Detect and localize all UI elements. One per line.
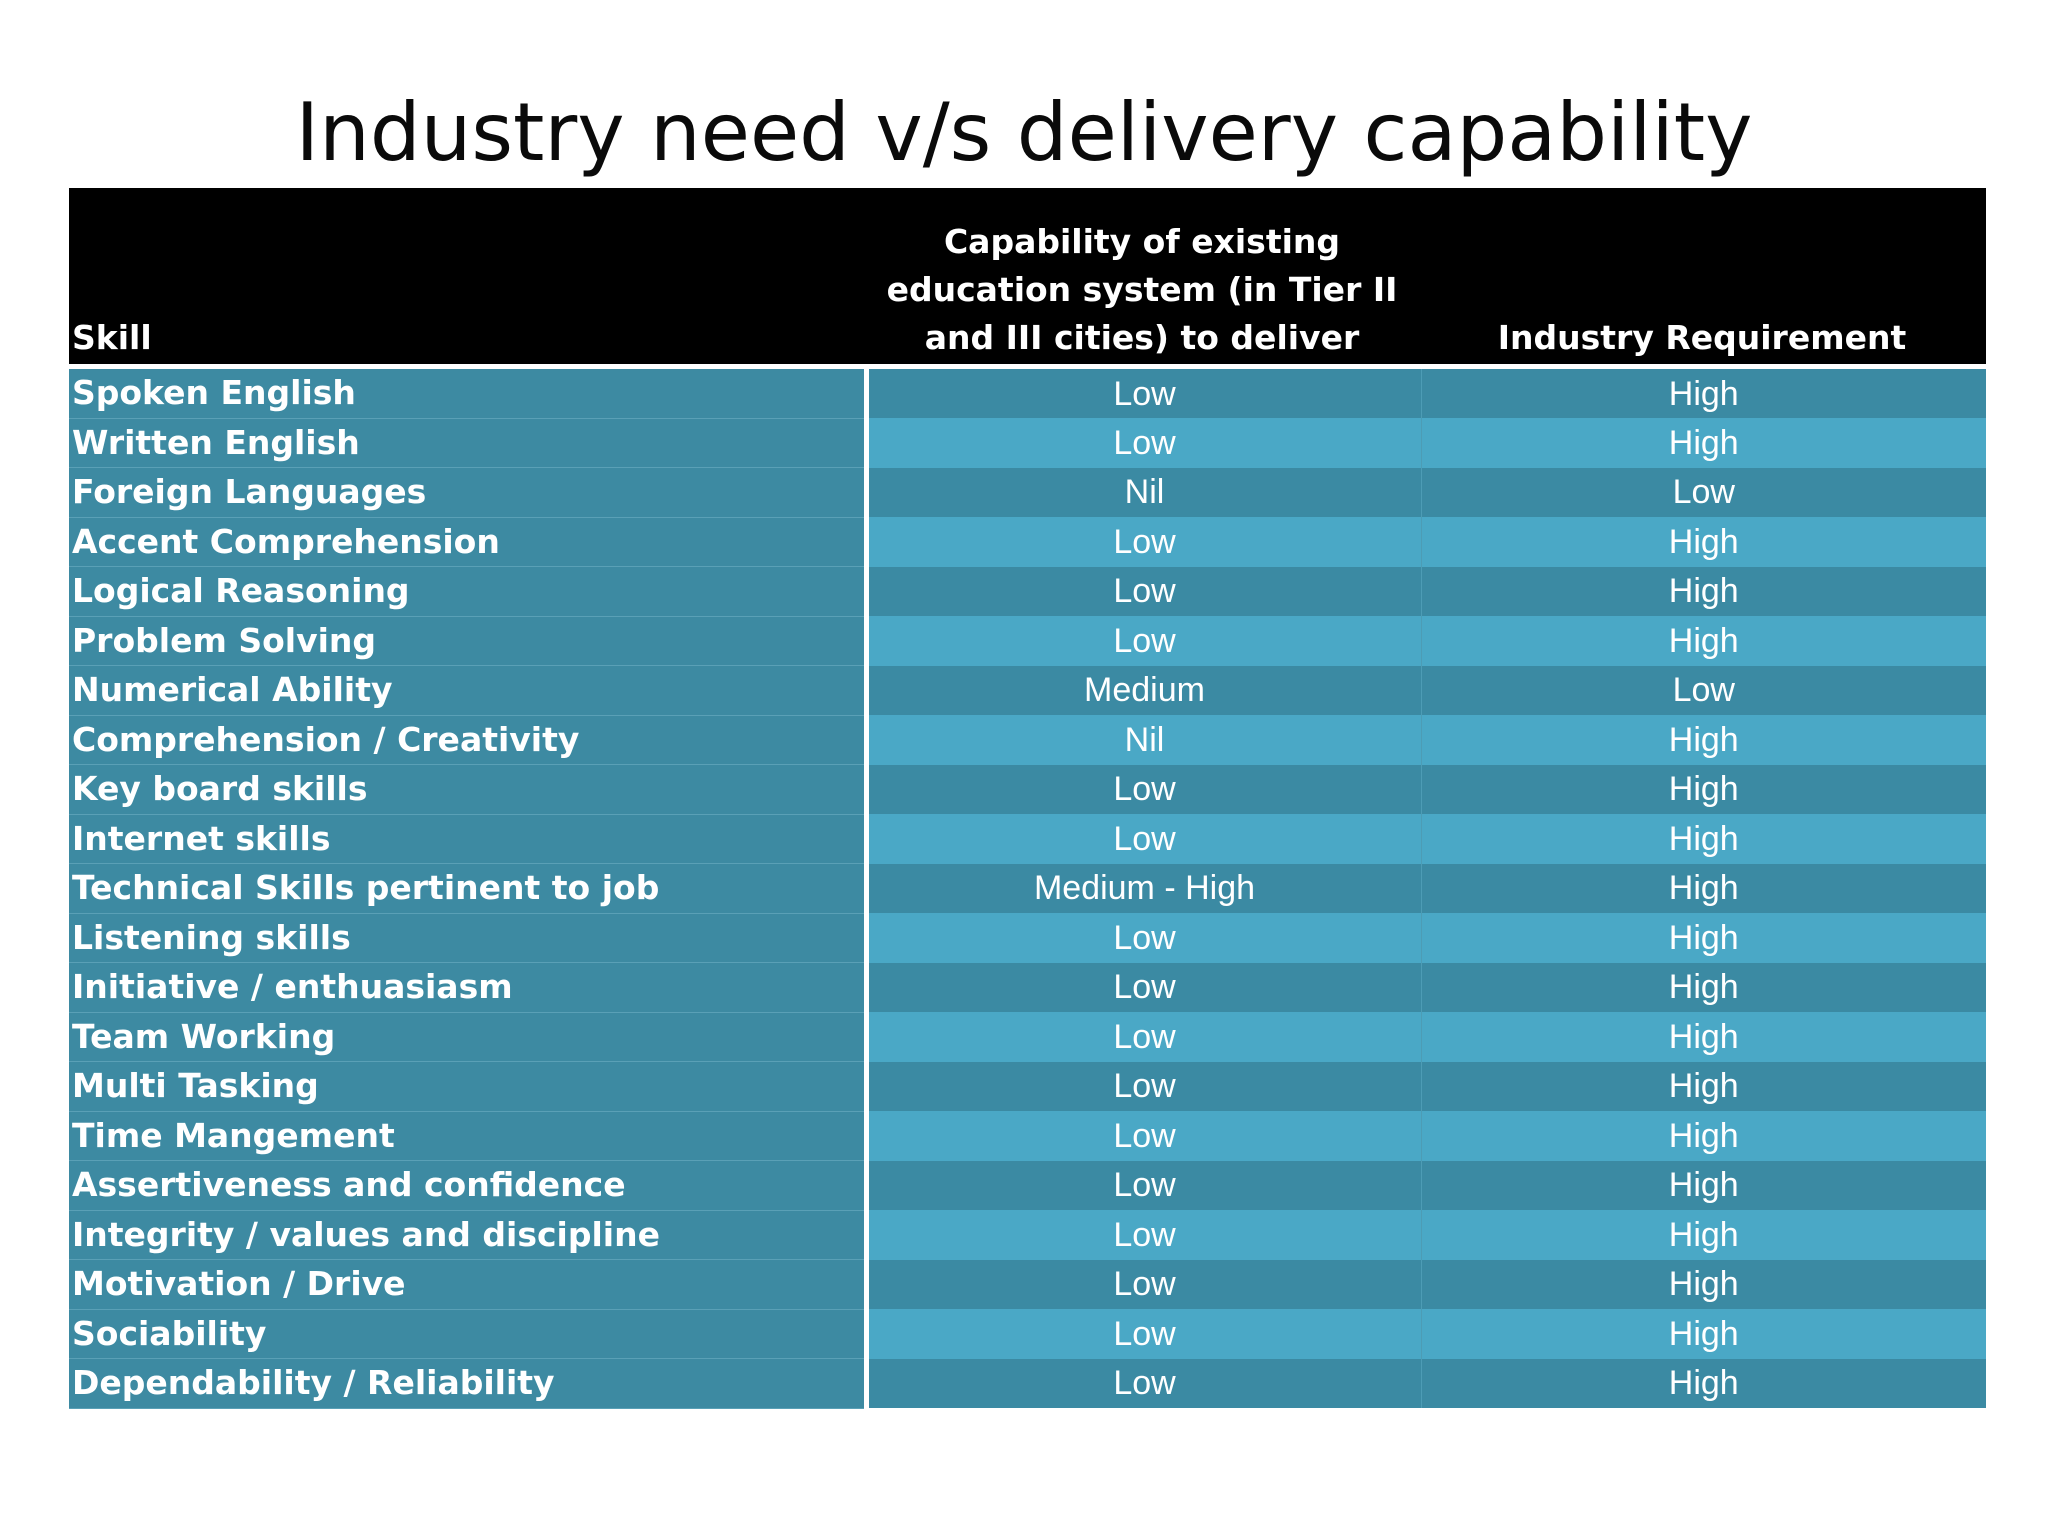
table-row: Comprehension / Creativity Nil High [69, 715, 1986, 765]
table-row: Foreign Languages Nil Low [69, 467, 1986, 518]
capability-cell: Low [866, 1309, 1422, 1359]
capability-cell: Low [866, 1160, 1422, 1210]
capability-cell: Medium [866, 665, 1422, 715]
capability-cell: Low [866, 517, 1422, 567]
requirement-cell: High [1421, 913, 1986, 963]
table-row: Written English Low High [69, 418, 1986, 468]
requirement-cell: High [1421, 1061, 1986, 1111]
requirement-cell: High [1421, 616, 1986, 666]
capability-cell: Low [866, 366, 1422, 418]
skill-cell: Internet skills [69, 814, 869, 864]
table-row: Initiative / enthuasiasm Low High [69, 962, 1986, 1013]
table-row: Motivation / Drive Low High [69, 1259, 1986, 1310]
skill-cell: Assertiveness and confidence [69, 1160, 869, 1211]
table-row: Multi Tasking Low High [69, 1061, 1986, 1112]
requirement-cell: High [1421, 1259, 1986, 1309]
requirement-cell: High [1421, 1012, 1986, 1062]
capability-cell: Low [866, 1061, 1422, 1111]
capability-cell: Low [866, 814, 1422, 864]
requirement-cell: Low [1421, 665, 1986, 715]
capability-cell: Low [866, 1358, 1422, 1408]
table-row: Key board skills Low High [69, 764, 1986, 815]
requirement-cell: High [1421, 1210, 1986, 1260]
requirement-cell: High [1421, 715, 1986, 765]
table-row: Dependability / Reliability Low High [69, 1358, 1986, 1409]
capability-cell: Low [866, 418, 1422, 468]
capability-cell: Low [866, 566, 1422, 616]
capability-cell: Low [866, 1259, 1422, 1309]
table-row: Technical Skills pertinent to job Medium … [69, 863, 1986, 914]
skill-cell: Logical Reasoning [69, 566, 869, 617]
capability-cell: Low [866, 962, 1422, 1012]
skill-cell: Multi Tasking [69, 1061, 869, 1112]
table-body: Spoken English Low High Written English Low H… [69, 366, 1986, 1409]
header-row: Skill Capability of existing education s… [69, 188, 1986, 369]
requirement-cell: High [1421, 517, 1986, 567]
capability-cell: Low [866, 764, 1422, 814]
capability-cell: Low [866, 616, 1422, 666]
capability-cell: Nil [866, 715, 1422, 765]
skill-cell: Technical Skills pertinent to job [69, 863, 869, 914]
table-header: Skill Capability of existing education s… [69, 188, 1986, 369]
capability-cell: Nil [866, 467, 1422, 517]
skill-cell: Problem Solving [69, 616, 869, 666]
table-row: Spoken English Low High [69, 366, 1986, 419]
requirement-cell: Low [1421, 467, 1986, 517]
table-row: Assertiveness and confidence Low High [69, 1160, 1986, 1211]
capability-cell: Low [866, 1111, 1422, 1161]
skill-cell: Foreign Languages [69, 467, 869, 518]
table-row: Sociability Low High [69, 1309, 1986, 1359]
requirement-cell: High [1421, 764, 1986, 814]
skills-table: Skill Capability of existing education s… [69, 188, 1986, 1409]
requirement-cell: High [1421, 962, 1986, 1012]
skill-cell: Motivation / Drive [69, 1259, 869, 1310]
table-row: Accent Comprehension Low High [69, 517, 1986, 567]
capability-cell: Low [866, 913, 1422, 963]
requirement-cell: High [1421, 814, 1986, 864]
table-row: Internet skills Low High [69, 814, 1986, 864]
table-row: Logical Reasoning Low High [69, 566, 1986, 617]
skill-cell: Numerical Ability [69, 665, 869, 716]
skill-cell: Team Working [69, 1012, 869, 1062]
table-row: Numerical Ability Medium Low [69, 665, 1986, 716]
skill-cell: Comprehension / Creativity [69, 715, 869, 765]
table-row: Listening skills Low High [69, 913, 1986, 963]
skill-cell: Written English [69, 418, 869, 468]
skill-cell: Key board skills [69, 764, 869, 815]
requirement-cell: High [1421, 1309, 1986, 1359]
skill-cell: Accent Comprehension [69, 517, 869, 567]
requirement-cell: High [1421, 418, 1986, 468]
header-skill: Skill [69, 188, 866, 369]
table-row: Problem Solving Low High [69, 616, 1986, 666]
header-requirement: Industry Requirement [1421, 188, 1986, 369]
requirement-cell: High [1421, 366, 1986, 418]
skill-cell: Spoken English [69, 366, 869, 419]
requirement-cell: High [1421, 1358, 1986, 1408]
table-row: Integrity / values and discipline Low High [69, 1210, 1986, 1260]
skill-cell: Dependability / Reliability [69, 1358, 869, 1409]
requirement-cell: High [1421, 566, 1986, 616]
capability-cell: Medium - High [866, 863, 1422, 913]
skill-cell: Listening skills [69, 913, 869, 963]
skill-cell: Sociability [69, 1309, 869, 1359]
table-row: Time Mangement Low High [69, 1111, 1986, 1161]
skill-cell: Initiative / enthuasiasm [69, 962, 869, 1013]
capability-cell: Low [866, 1012, 1422, 1062]
skill-cell: Integrity / values and discipline [69, 1210, 869, 1260]
requirement-cell: High [1421, 1111, 1986, 1161]
requirement-cell: High [1421, 1160, 1986, 1210]
skill-cell: Time Mangement [69, 1111, 869, 1161]
table-row: Team Working Low High [69, 1012, 1986, 1062]
header-capability: Capability of existing education system … [866, 188, 1421, 369]
capability-cell: Low [866, 1210, 1422, 1260]
slide-title: Industry need v/s delivery capability [295, 86, 1753, 179]
requirement-cell: High [1421, 863, 1986, 913]
